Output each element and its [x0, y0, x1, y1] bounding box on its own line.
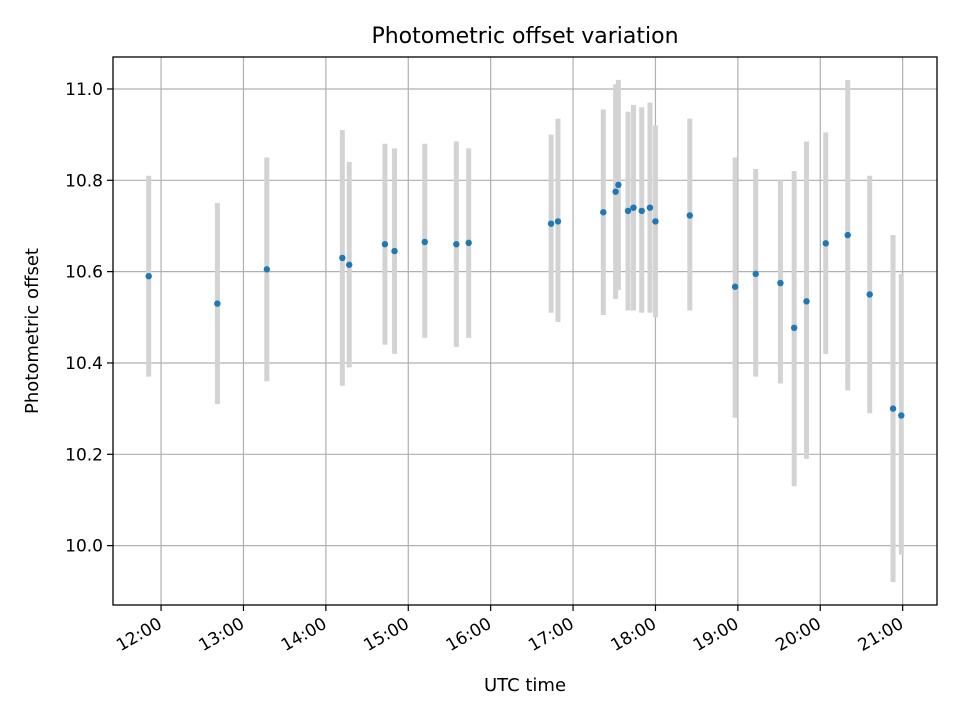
y-axis: 10.0 10.2 10.4 10.6 10.8 11.0	[65, 80, 113, 557]
data-point	[554, 218, 562, 225]
data-point	[421, 238, 428, 246]
data-point	[803, 298, 810, 305]
data-point	[339, 254, 346, 262]
plot-frame	[112, 56, 938, 606]
data-point	[822, 240, 829, 247]
data-point	[465, 239, 472, 247]
y-tick-label: 10.0	[65, 537, 103, 557]
data-point	[547, 220, 555, 227]
data-point	[731, 283, 739, 290]
data-point	[752, 270, 759, 278]
y-tick-label: 11.0	[65, 80, 103, 100]
x-axis: 12:00 13:00 14:00 15:00 16:00 17:00 18:00 19:00…	[113, 605, 907, 656]
data-points	[145, 181, 905, 419]
data-point	[898, 412, 905, 419]
data-point	[646, 204, 654, 211]
data-point	[630, 204, 637, 211]
data-point	[346, 261, 353, 268]
x-axis-label: UTC time	[484, 675, 566, 696]
data-point	[790, 324, 798, 332]
data-point	[214, 300, 221, 307]
y-tick-label: 10.4	[65, 354, 103, 374]
data-point	[889, 405, 897, 412]
data-point	[652, 218, 659, 225]
data-point	[777, 279, 784, 287]
data-point	[624, 207, 632, 215]
data-point	[263, 266, 271, 273]
data-point	[686, 212, 693, 219]
grid	[113, 57, 937, 605]
data-point	[391, 247, 398, 255]
data-point	[638, 207, 645, 215]
data-point	[615, 181, 622, 189]
data-point	[844, 231, 851, 239]
data-point	[612, 188, 619, 195]
chart-title: Photometric offset variation	[371, 24, 678, 49]
data-point	[381, 241, 389, 248]
y-tick-label: 10.8	[65, 171, 103, 191]
data-point	[600, 209, 607, 216]
y-tick-label: 10.2	[65, 445, 103, 465]
data-point	[866, 291, 873, 298]
data-point	[453, 241, 460, 248]
y-axis-label: Photometric offset	[22, 248, 43, 414]
y-tick-label: 10.6	[65, 263, 103, 283]
data-point	[145, 273, 152, 280]
